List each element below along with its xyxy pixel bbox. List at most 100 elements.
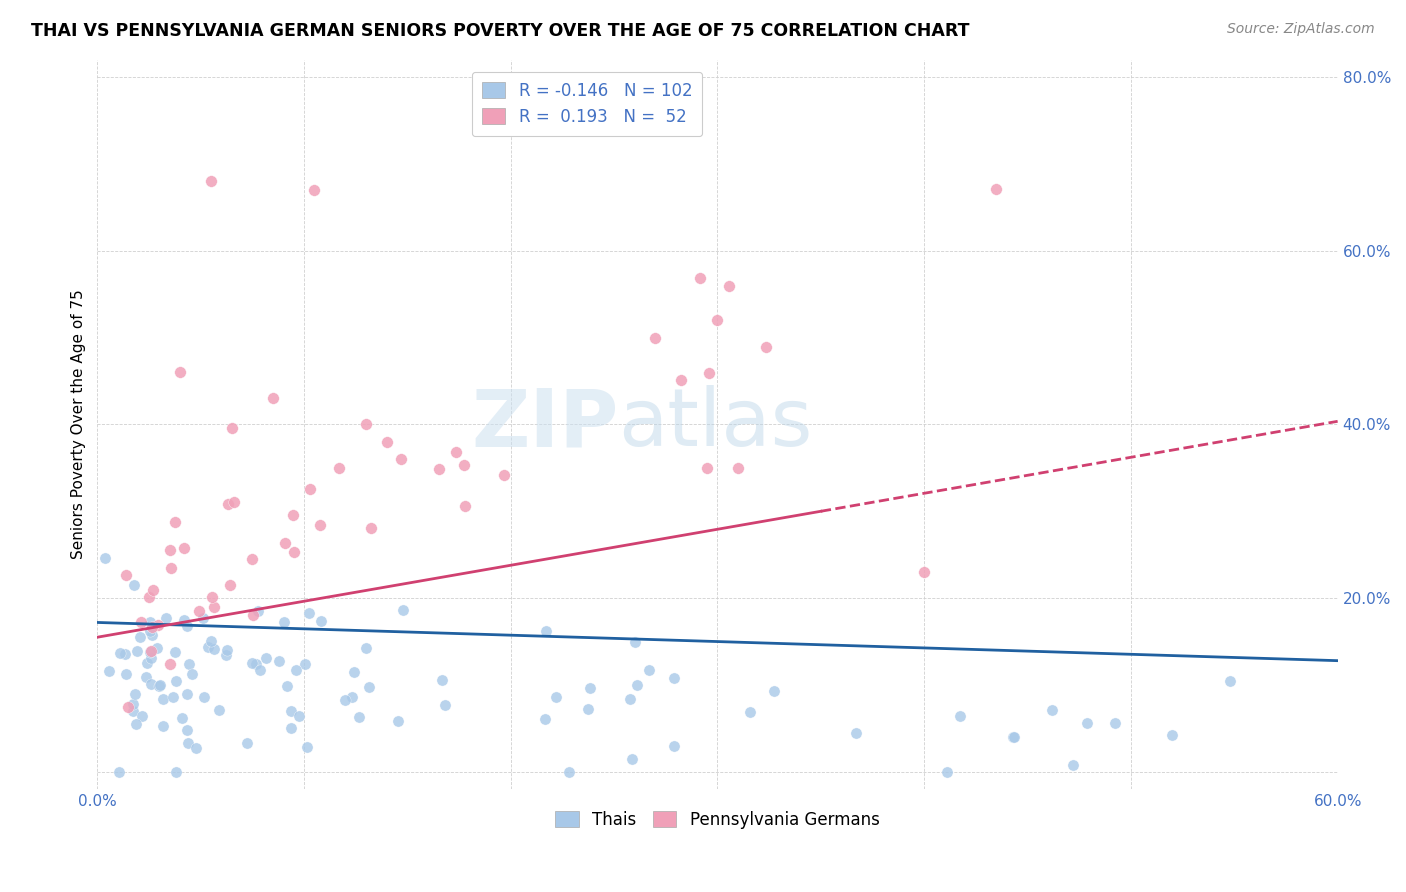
Point: [624, 635, 647, 649]
Point: [114, 667, 136, 681]
Point: [131, 708, 153, 723]
Point: [159, 542, 181, 557]
Point: [108, 647, 131, 661]
Point: [122, 578, 145, 592]
Point: [165, 764, 187, 779]
Point: [444, 445, 467, 459]
Point: [180, 666, 202, 681]
Text: THAI VS PENNSYLVANIA GERMAN SENIORS POVERTY OVER THE AGE OF 75 CORRELATION CHART: THAI VS PENNSYLVANIA GERMAN SENIORS POVE…: [31, 22, 969, 40]
Point: [986, 182, 1008, 196]
Point: [297, 607, 319, 621]
Point: [197, 640, 219, 655]
Text: ZIP: ZIP: [471, 385, 619, 464]
Point: [139, 677, 162, 691]
Point: [173, 541, 195, 556]
Point: [191, 611, 214, 625]
Point: [294, 657, 316, 671]
Point: [389, 452, 412, 467]
Point: [392, 603, 415, 617]
Point: [176, 618, 198, 632]
Point: [284, 663, 307, 677]
Point: [149, 678, 172, 692]
Point: [706, 313, 728, 327]
Point: [173, 613, 195, 627]
Point: [240, 552, 263, 566]
Point: [283, 545, 305, 559]
Point: [184, 740, 207, 755]
Point: [201, 591, 224, 605]
Point: [544, 690, 567, 704]
Point: [139, 651, 162, 665]
Point: [644, 330, 666, 344]
Point: [114, 647, 136, 661]
Point: [200, 633, 222, 648]
Point: [249, 663, 271, 677]
Point: [172, 711, 194, 725]
Point: [221, 421, 243, 435]
Point: [1002, 730, 1025, 744]
Point: [453, 458, 475, 472]
Text: Source: ZipAtlas.com: Source: ZipAtlas.com: [1227, 22, 1375, 37]
Point: [177, 735, 200, 749]
Point: [176, 687, 198, 701]
Point: [215, 648, 238, 663]
Point: [146, 618, 169, 632]
Point: [492, 468, 515, 483]
Point: [626, 678, 648, 692]
Point: [1076, 715, 1098, 730]
Point: [340, 690, 363, 705]
Point: [697, 366, 720, 380]
Point: [97, 664, 120, 678]
Point: [763, 683, 786, 698]
Point: [160, 561, 183, 575]
Point: [162, 690, 184, 704]
Point: [152, 692, 174, 706]
Point: [219, 578, 242, 592]
Point: [295, 739, 318, 754]
Point: [669, 373, 692, 387]
Point: [176, 723, 198, 738]
Point: [121, 704, 143, 718]
Point: [949, 708, 972, 723]
Point: [208, 703, 231, 717]
Point: [454, 499, 477, 513]
Point: [177, 657, 200, 671]
Point: [430, 673, 453, 688]
Point: [138, 591, 160, 605]
Point: [558, 764, 581, 779]
Point: [169, 365, 191, 379]
Point: [117, 700, 139, 714]
Point: [738, 705, 761, 719]
Point: [245, 657, 267, 672]
Point: [188, 604, 211, 618]
Legend: Thais, Pennsylvania Germans: Thais, Pennsylvania Germans: [548, 805, 886, 836]
Point: [139, 615, 162, 630]
Point: [146, 641, 169, 656]
Point: [304, 183, 326, 197]
Point: [433, 698, 456, 712]
Point: [281, 508, 304, 523]
Point: [139, 645, 162, 659]
Point: [125, 717, 148, 731]
Point: [354, 640, 377, 655]
Point: [360, 521, 382, 535]
Point: [936, 764, 959, 779]
Point: [696, 460, 718, 475]
Y-axis label: Seniors Poverty Over the Age of 75: Seniors Poverty Over the Age of 75: [72, 290, 86, 559]
Point: [152, 719, 174, 733]
Point: [1062, 758, 1084, 772]
Point: [200, 174, 222, 188]
Point: [129, 630, 152, 644]
Point: [619, 692, 641, 706]
Point: [273, 615, 295, 630]
Point: [127, 644, 149, 658]
Point: [288, 709, 311, 723]
Point: [262, 392, 284, 406]
Point: [267, 654, 290, 668]
Point: [141, 583, 163, 598]
Point: [135, 657, 157, 671]
Point: [328, 461, 350, 475]
Point: [204, 641, 226, 656]
Point: [1219, 674, 1241, 689]
Point: [534, 624, 557, 638]
